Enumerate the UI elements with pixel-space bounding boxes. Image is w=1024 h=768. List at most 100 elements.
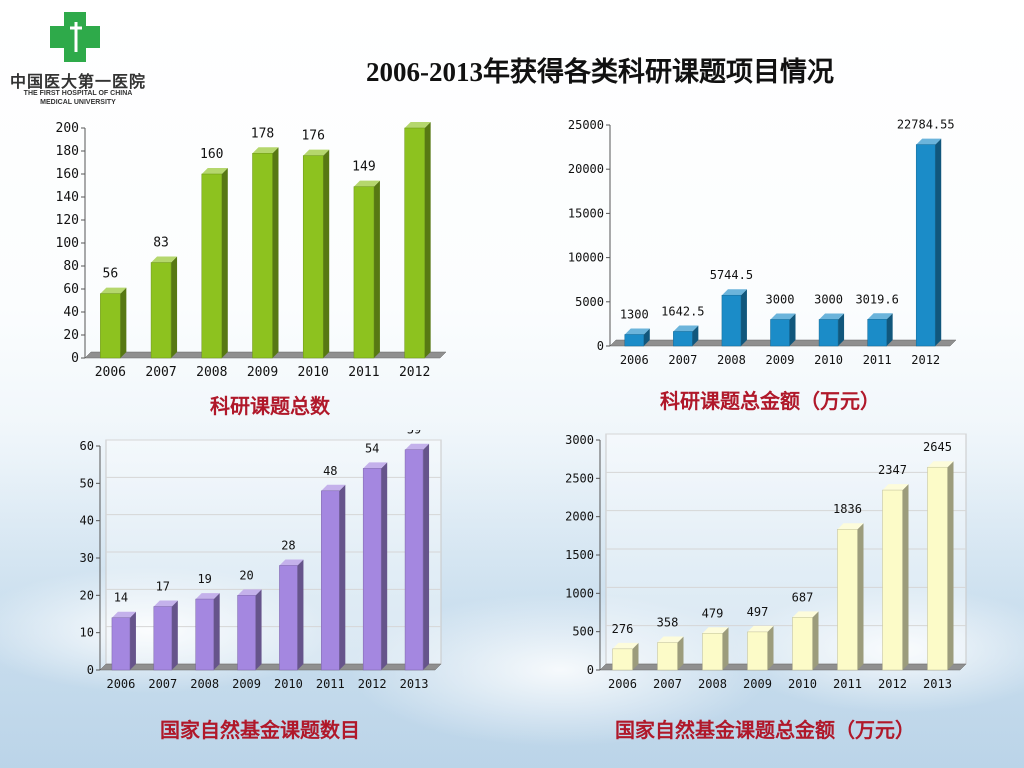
bar-front [747,631,768,671]
bar-top [111,611,136,618]
y-tick-label: 500 [572,625,594,639]
data-label: 2347 [878,463,907,477]
nsfc-funding-total-caption: 国家自然基金课题总金额（万元） [615,718,915,742]
y-tick-label: 20 [80,588,94,602]
bar [195,593,220,671]
bar-side [381,462,388,670]
bar [702,627,729,671]
bar-top [237,589,262,596]
bar [792,611,819,671]
bar-top [279,559,304,566]
bar-top [100,287,127,294]
bar-front [195,598,214,671]
cross-icon [50,12,100,62]
bar-front [201,173,223,359]
bar-side [857,523,864,670]
data-label: 276 [612,622,634,636]
x-tick-label: 2010 [814,353,843,367]
bar [837,523,864,671]
bar-side [323,149,330,358]
y-tick-label: 40 [80,514,94,528]
bar-side [120,287,127,358]
bar-top [321,484,346,491]
research-projects-count-caption: 科研课题总数 [210,394,330,418]
bar-side [812,611,819,670]
bar-front [237,595,256,671]
bar [818,313,845,347]
bar [721,289,747,347]
x-tick-label: 2007 [145,365,176,380]
y-tick-label: 1500 [565,548,594,562]
bar-top [195,593,220,600]
bar [624,328,650,347]
bar-side [171,600,178,670]
x-tick-label: 2011 [316,677,345,691]
y-tick-label: 2500 [565,471,594,485]
bar [362,462,388,671]
data-label: 3000 [814,292,843,306]
y-tick-label: 140 [56,190,79,205]
data-label: 28 [281,538,295,552]
x-tick-label: 2008 [698,677,727,691]
bar [237,589,262,671]
bar-side [677,636,684,670]
data-label: 1836 [833,502,862,516]
bar-side [692,325,699,346]
bar [612,642,639,671]
logo-english-line2: MEDICAL UNIVERSITY [40,99,116,106]
data-label: 3019.6 [855,292,898,306]
bar [747,625,774,671]
bar-side [643,328,650,346]
y-tick-label: 20000 [568,162,604,176]
bar-top [353,180,380,187]
y-tick-label: 160 [56,167,79,182]
bar [111,611,136,671]
bar-front [150,262,172,359]
bar-front [624,334,645,347]
x-tick-label: 2006 [106,677,135,691]
bar-side [632,642,639,670]
chart-floor [599,663,967,671]
bar-side [297,559,304,670]
x-tick-label: 2008 [190,677,219,691]
bar-side [722,627,729,670]
bar-top [657,636,684,643]
bar-top [721,289,747,296]
bar-side [740,289,747,346]
bar-top [927,461,954,468]
bar-side [424,122,431,358]
x-tick-label: 2007 [653,677,682,691]
data-label: 22784.55 [897,118,955,132]
y-tick-label: 1000 [565,586,594,600]
bar-side [935,138,942,346]
x-tick-label: 2010 [274,677,303,691]
bar-top [303,149,330,156]
page-title: 2006-2013年获得各类科研课题项目情况 [366,57,834,87]
data-label: 14 [114,591,128,605]
chart-floor [99,663,442,671]
y-tick-label: 120 [56,213,79,228]
bar-side [902,484,909,670]
data-label: 2645 [923,440,952,454]
bar [252,147,279,359]
x-tick-label: 2006 [608,677,637,691]
y-tick-label: 10000 [568,251,604,265]
bar [867,313,893,347]
bar-front [111,617,131,671]
y-tick-label: 10 [80,626,94,640]
bar-side [838,313,845,346]
bar-front [404,449,424,671]
data-label: 17 [156,580,170,594]
logo-english-line1: THE FIRST HOSPITAL OF CHINA [23,90,133,97]
research-funding-total-caption: 科研课题总金额（万元） [660,389,880,413]
bar [927,461,954,671]
bar-side [886,313,893,346]
data-label: 56 [103,267,119,282]
data-label: 687 [792,590,814,604]
bar-front [404,127,425,359]
y-tick-label: 0 [587,663,594,677]
bar-front [673,331,693,347]
data-label: 1300 [620,308,649,322]
x-tick-label: 2011 [348,365,379,380]
x-tick-label: 2009 [232,677,261,691]
